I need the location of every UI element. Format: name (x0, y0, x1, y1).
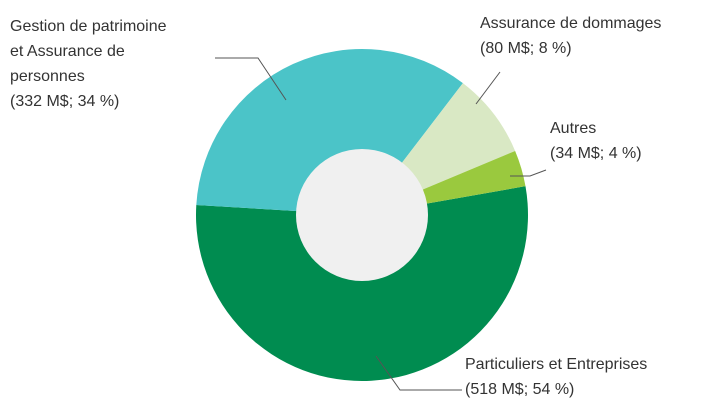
value-label: (332 M$; 34 %) (10, 93, 120, 110)
slice-label: Particuliers et Entreprises (465, 356, 648, 373)
slice-label: Assurance de dommages (480, 15, 662, 32)
slice-label-group: Particuliers et Entreprises (518 M$; 54 … (465, 352, 710, 400)
donut-slice (195, 186, 528, 382)
value-label: (518 M$; 54 %) (465, 381, 575, 398)
slice-label: Gestion de patrimoine et Assurance de pe… (10, 18, 167, 85)
donut-slice (196, 48, 463, 215)
value-label: (80 M$; 8 %) (480, 40, 572, 57)
value-label: (34 M$; 4 %) (550, 145, 642, 162)
slice-label-group: Gestion de patrimoine et Assurance de pe… (10, 14, 178, 114)
slice-label: Autres (550, 120, 597, 137)
leader-line (375, 355, 462, 391)
donut-hole (296, 149, 428, 281)
slice-label-group: Assurance de dommages (80 M$; 8 %) (480, 11, 710, 61)
leader-line (475, 71, 501, 105)
slice-label-group: Autres (34 M$; 4 %) (550, 116, 710, 166)
leader-line (510, 169, 547, 177)
leader-line (215, 57, 287, 101)
